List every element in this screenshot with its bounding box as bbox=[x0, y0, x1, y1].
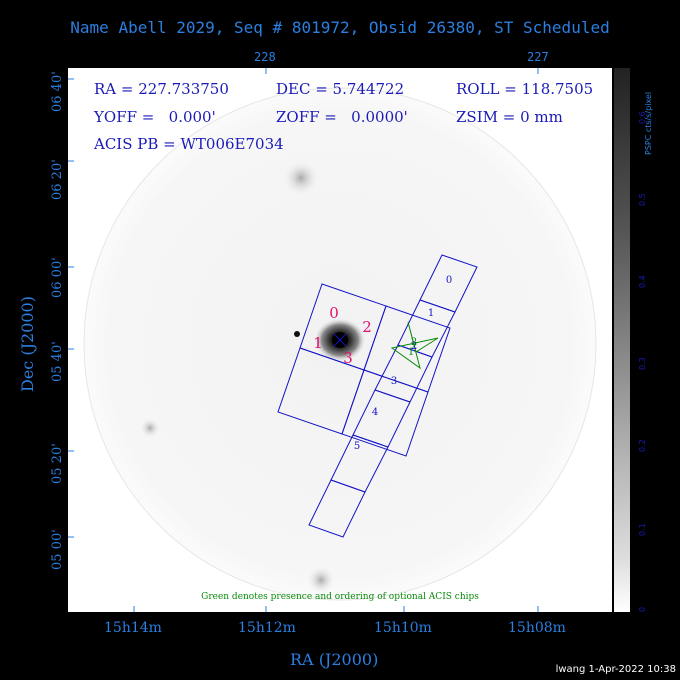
acis-i-label-0: 0 bbox=[329, 304, 339, 322]
diffuse-source bbox=[140, 418, 160, 438]
dec-readout: DEC = 5.744722 bbox=[276, 80, 405, 98]
colorbar-tick-0: 0 bbox=[638, 606, 647, 612]
roll-readout: ROLL = 118.7505 bbox=[456, 80, 594, 98]
top-tick-227: 227 bbox=[527, 50, 549, 64]
sky-image: 0 2 1 3 0 1 2 3 4 5 1 2 bbox=[68, 68, 597, 612]
acis-i-label-2: 2 bbox=[362, 318, 372, 336]
footer-timestamp: lwang 1-Apr-2022 10:38 bbox=[555, 664, 676, 675]
diffuse-source bbox=[307, 566, 335, 594]
acis-pb-readout: ACIS PB = WT006E7034 bbox=[94, 135, 284, 153]
point-source bbox=[294, 331, 300, 337]
axis-ticks bbox=[68, 68, 539, 612]
x-tick-15h12m: 15h12m bbox=[238, 620, 296, 636]
yoff-readout: YOFF = 0.000' bbox=[94, 108, 216, 126]
colorbar-tick-0.1: 0.1 bbox=[638, 523, 647, 536]
acis-i-array bbox=[277, 283, 451, 457]
pointing-marker bbox=[333, 333, 347, 347]
colorbar-tick-0.5: 0.5 bbox=[638, 193, 647, 206]
acis-s-label-4: 4 bbox=[372, 407, 378, 418]
zoff-readout: ZOFF = 0.0000' bbox=[276, 108, 408, 126]
y-tick-0500: 05 00' bbox=[50, 529, 65, 570]
acis-s-array bbox=[308, 254, 478, 538]
colorbar-tick-0.4: 0.4 bbox=[638, 275, 647, 288]
acis-i-chip-3 bbox=[341, 369, 429, 457]
y-axis-label: Dec (J2000) bbox=[18, 296, 37, 392]
y-tick-0600: 06 00' bbox=[50, 257, 65, 298]
sky-image-panel: 0 2 1 3 0 1 2 3 4 5 1 2 RA = 227.733750 … bbox=[68, 68, 612, 612]
colorbar-tick-0.2: 0.2 bbox=[638, 439, 647, 452]
colorbar-tick-0.6: 0.6 bbox=[638, 111, 647, 124]
top-tick-228: 228 bbox=[254, 50, 276, 64]
ra-readout: RA = 227.733750 bbox=[94, 80, 229, 98]
acis-s-chip-5 bbox=[308, 479, 366, 538]
y-tick-0620: 06 20' bbox=[50, 159, 65, 200]
diffuse-source bbox=[283, 160, 319, 196]
acis-s-label-3: 3 bbox=[391, 376, 397, 387]
y-tick-0640: 06 40' bbox=[50, 71, 65, 112]
x-tick-15h10m: 15h10m bbox=[374, 620, 432, 636]
zsim-readout: ZSIM = 0 mm bbox=[456, 108, 563, 126]
acis-s-label-2: 2 bbox=[411, 341, 417, 352]
x-tick-15h08m: 15h08m bbox=[508, 620, 566, 636]
acis-s-label-1: 1 bbox=[428, 308, 434, 319]
acis-s-label-5: 5 bbox=[354, 441, 360, 452]
acis-i-label-1: 1 bbox=[313, 334, 323, 352]
acis-i-label-3: 3 bbox=[343, 349, 353, 367]
y-tick-0520: 05 20' bbox=[50, 443, 65, 484]
optional-chip-label-1: 1 bbox=[408, 347, 414, 358]
colorbar-tick-0.3: 0.3 bbox=[638, 357, 647, 370]
optional-chip-marker bbox=[390, 321, 439, 370]
acis-s-label-0: 0 bbox=[446, 275, 452, 286]
plot-title: Name Abell 2029, Seq # 801972, Obsid 263… bbox=[70, 18, 610, 37]
colorbar bbox=[614, 68, 630, 612]
x-axis-label: RA (J2000) bbox=[290, 650, 379, 669]
y-tick-0540: 05 40' bbox=[50, 341, 65, 382]
optional-chip-label-2: 2 bbox=[411, 337, 417, 348]
x-tick-15h14m: 15h14m bbox=[104, 620, 162, 636]
optional-chips-note: Green denotes presence and ordering of o… bbox=[201, 592, 479, 602]
